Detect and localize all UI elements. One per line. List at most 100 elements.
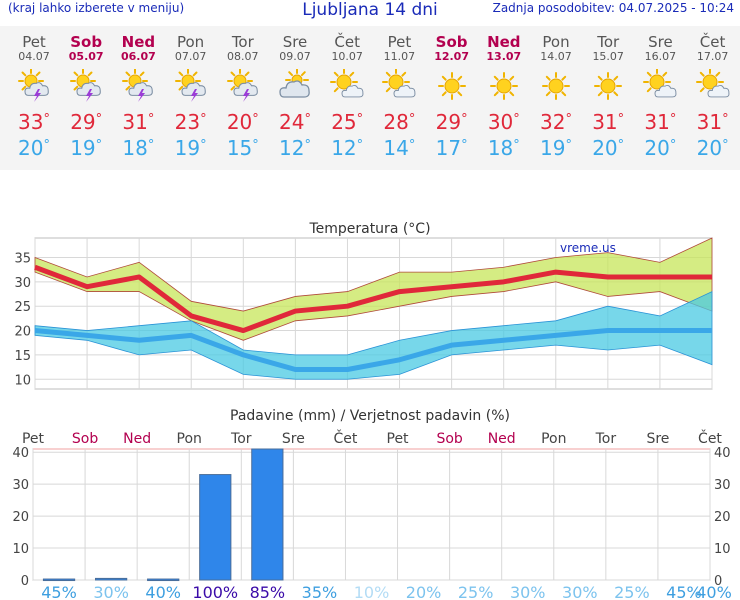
day-name: Sob bbox=[435, 33, 468, 51]
min-temp: 18° bbox=[112, 135, 164, 161]
temperature-chart-title: Temperatura (°C) bbox=[308, 221, 430, 237]
forecast-day: Ned 13.07 30° 18° bbox=[478, 26, 530, 161]
day-axis-label: Pon bbox=[177, 431, 202, 447]
degree-sign: ° bbox=[252, 112, 259, 127]
page-title[interactable]: Ljubljana 14 dni bbox=[302, 0, 438, 20]
precipitation-bar bbox=[199, 474, 232, 581]
min-temp-value: 14 bbox=[383, 136, 409, 160]
forecast-day: Čet 10.07 25° 12° bbox=[321, 26, 373, 161]
daily-forecast-strip: Pet 04.07 33° 20° Sob 05.07 29° 19° Ned 06.07 31° 1… bbox=[0, 26, 740, 170]
precipitation-bar bbox=[251, 448, 284, 581]
min-temp: 19° bbox=[60, 135, 112, 161]
precipitation-probability: 45% bbox=[666, 583, 702, 600]
weather-icon-slot bbox=[165, 69, 217, 105]
degree-sign: ° bbox=[408, 112, 416, 127]
y-tick-label: 30 bbox=[14, 276, 31, 291]
min-temp-value: 20 bbox=[696, 136, 723, 160]
min-temp-value: 19 bbox=[70, 136, 96, 160]
plot-area bbox=[32, 448, 711, 581]
day-name: Tor bbox=[597, 33, 620, 51]
day-date: 15.07 bbox=[592, 50, 624, 63]
precipitation-probability: 100% bbox=[192, 583, 238, 600]
max-temp: 23° bbox=[165, 109, 217, 135]
min-temp: 20° bbox=[8, 135, 60, 161]
day-date: 04.07 bbox=[18, 50, 50, 63]
weather-icon-slot bbox=[269, 69, 321, 105]
day-axis-label: Čet bbox=[334, 429, 358, 447]
min-temp: 20° bbox=[687, 135, 739, 161]
y-tick-label: 35 bbox=[14, 251, 31, 266]
precipitation-probability: 35% bbox=[302, 583, 338, 600]
precipitation-chart-title: Padavine (mm) / Verjetnost padavin (%) bbox=[230, 408, 510, 424]
y-tick-label-right: 10 bbox=[714, 542, 731, 557]
day-axis-label: Sre bbox=[282, 431, 305, 447]
min-temp-value: 20 bbox=[644, 136, 670, 160]
max-temp-value: 29 bbox=[70, 110, 96, 134]
degree-sign: ° bbox=[147, 138, 155, 153]
weather-icon-slot bbox=[582, 69, 634, 105]
max-temp-line bbox=[34, 264, 712, 334]
y-tick-label-left: 30 bbox=[12, 478, 29, 493]
precipitation-probability: 40% bbox=[696, 583, 732, 600]
menu-hint: (kraj lahko izberete v meniju) bbox=[8, 1, 185, 15]
degree-sign: ° bbox=[461, 138, 468, 153]
y-tick-label-left: 10 bbox=[12, 542, 29, 557]
day-date: 12.07 bbox=[434, 50, 469, 63]
degree-sign: ° bbox=[356, 138, 364, 153]
weather-icon-slot bbox=[373, 69, 425, 105]
sun-cloud-storm-icon bbox=[18, 69, 49, 102]
min-temp: 12° bbox=[321, 135, 373, 161]
max-temp: 29° bbox=[60, 109, 112, 135]
degree-sign: ° bbox=[200, 112, 207, 127]
max-temp-value: 32 bbox=[540, 110, 566, 134]
weather-icon-slot bbox=[60, 69, 112, 105]
sun-cloud-storm-icon bbox=[226, 69, 258, 102]
weather-icon-slot bbox=[8, 69, 60, 105]
day-axis-label: Sre bbox=[646, 431, 669, 447]
sun-small-cloud-icon bbox=[330, 69, 364, 98]
watermark: vreme.us bbox=[560, 241, 616, 255]
min-temp: 18° bbox=[478, 135, 530, 161]
precipitation-probability: 30% bbox=[93, 583, 129, 600]
degree-sign: ° bbox=[565, 138, 572, 153]
degree-sign: ° bbox=[722, 138, 729, 153]
lightning-bolt bbox=[138, 89, 146, 102]
forecast-day: Sre 16.07 31° 20° bbox=[634, 26, 686, 161]
min-temp-value: 19 bbox=[540, 136, 566, 160]
day-date: 07.07 bbox=[174, 50, 207, 63]
y-tick-label: 15 bbox=[14, 349, 31, 364]
min-temp: 12° bbox=[269, 135, 321, 161]
max-temp: 31° bbox=[634, 109, 686, 135]
precipitation-probability: 30% bbox=[510, 583, 546, 600]
precipitation-probability: 20% bbox=[406, 583, 442, 600]
max-temp: 30° bbox=[478, 109, 530, 135]
day-date: 10.07 bbox=[331, 50, 363, 63]
day-name: Sre bbox=[648, 33, 673, 51]
day-date: 14.07 bbox=[540, 50, 572, 63]
min-temp: 15° bbox=[217, 135, 269, 161]
forecast-day: Pon 14.07 32° 19° bbox=[530, 26, 582, 161]
day-name: Tor bbox=[231, 33, 254, 51]
sun-icon bbox=[437, 72, 466, 100]
forecast-day: Sob 05.07 29° 19° bbox=[60, 26, 112, 161]
degree-sign: ° bbox=[356, 112, 364, 127]
day-axis-label: Tor bbox=[230, 431, 252, 447]
degree-sign: ° bbox=[95, 112, 103, 127]
lightning-bolt bbox=[242, 89, 250, 102]
day-date: 13.07 bbox=[486, 50, 522, 63]
y-tick-label: 10 bbox=[14, 373, 31, 388]
degree-sign: ° bbox=[722, 112, 729, 127]
forecast-day: Tor 15.07 31° 20° bbox=[582, 26, 634, 161]
precipitation-chart: Padavine (mm) / Verjetnost padavin (%) Pe… bbox=[12, 408, 732, 600]
max-temp-value: 33 bbox=[18, 110, 44, 134]
header: (kraj lahko izberete v meniju) Ljubljana… bbox=[0, 0, 740, 20]
max-temp: 31° bbox=[582, 109, 634, 135]
y-tick-label: 20 bbox=[14, 325, 31, 340]
temperature-chart: Temperatura (°C) 10 15 20 25 30 35 vreme.us bbox=[14, 221, 713, 390]
min-temp-value: 17 bbox=[435, 136, 462, 160]
min-temp-value: 18 bbox=[487, 136, 514, 160]
weather-icon-slot bbox=[321, 69, 373, 105]
precipitation-probability: 10% bbox=[354, 583, 390, 600]
day-name: Pon bbox=[176, 33, 205, 51]
day-name: Čet bbox=[699, 33, 726, 51]
